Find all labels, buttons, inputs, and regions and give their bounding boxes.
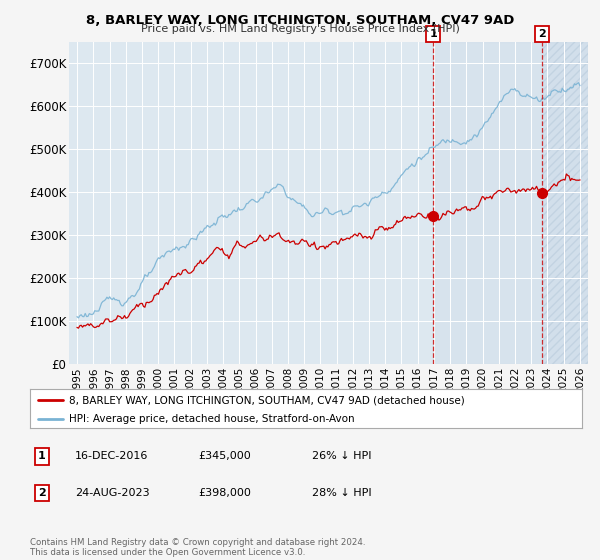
Bar xyxy=(542,42,588,364)
Text: 2: 2 xyxy=(38,488,46,498)
Text: Price paid vs. HM Land Registry's House Price Index (HPI): Price paid vs. HM Land Registry's House … xyxy=(140,24,460,34)
Text: 2: 2 xyxy=(538,29,545,39)
Text: 1: 1 xyxy=(38,451,46,461)
Bar xyxy=(433,42,588,364)
Text: 24-AUG-2023: 24-AUG-2023 xyxy=(75,488,149,498)
Text: 8, BARLEY WAY, LONG ITCHINGTON, SOUTHAM, CV47 9AD: 8, BARLEY WAY, LONG ITCHINGTON, SOUTHAM,… xyxy=(86,14,514,27)
Text: HPI: Average price, detached house, Stratford-on-Avon: HPI: Average price, detached house, Stra… xyxy=(68,414,354,423)
Text: 1: 1 xyxy=(430,29,437,39)
Text: 28% ↓ HPI: 28% ↓ HPI xyxy=(312,488,371,498)
Text: Contains HM Land Registry data © Crown copyright and database right 2024.
This d: Contains HM Land Registry data © Crown c… xyxy=(30,538,365,557)
Text: £398,000: £398,000 xyxy=(198,488,251,498)
Text: £345,000: £345,000 xyxy=(198,451,251,461)
Text: 26% ↓ HPI: 26% ↓ HPI xyxy=(312,451,371,461)
Text: 16-DEC-2016: 16-DEC-2016 xyxy=(75,451,148,461)
Text: 8, BARLEY WAY, LONG ITCHINGTON, SOUTHAM, CV47 9AD (detached house): 8, BARLEY WAY, LONG ITCHINGTON, SOUTHAM,… xyxy=(68,395,464,405)
